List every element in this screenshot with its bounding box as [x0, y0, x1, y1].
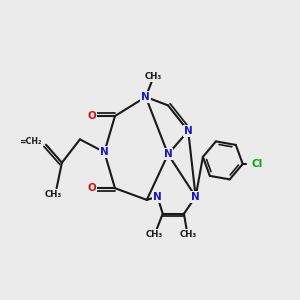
Text: Cl: Cl: [252, 159, 263, 169]
Text: O: O: [87, 111, 96, 121]
Text: N: N: [184, 126, 193, 136]
Text: CH₃: CH₃: [45, 190, 62, 199]
Text: O: O: [87, 183, 96, 193]
Text: =CH₂: =CH₂: [19, 137, 41, 146]
Text: N: N: [191, 192, 200, 202]
Text: N: N: [141, 92, 150, 102]
Text: N: N: [164, 149, 172, 159]
Text: N: N: [153, 192, 162, 202]
Text: N: N: [100, 147, 109, 157]
Text: CH₃: CH₃: [145, 230, 162, 239]
Text: CH₃: CH₃: [145, 72, 162, 81]
Text: CH₃: CH₃: [180, 230, 197, 239]
